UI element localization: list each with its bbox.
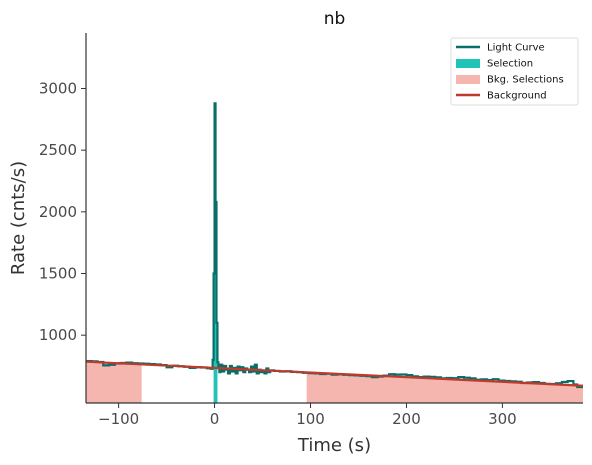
x-tick-label: 0 [210, 410, 220, 428]
y-axis-label: Rate (cnts/s) [8, 161, 29, 275]
legend-box [450, 37, 579, 106]
y-tick-label: 3000 [39, 80, 77, 98]
light-curve-line [86, 102, 583, 389]
x-axis-label: Time (s) [297, 435, 371, 456]
chart-title: nb [324, 9, 346, 29]
y-tick-label: 1500 [39, 265, 77, 283]
x-tick-label: 200 [392, 410, 421, 428]
y-tick-label: 2000 [39, 203, 77, 221]
legend-patch-swatch [456, 59, 480, 68]
y-tick-label: 2500 [39, 141, 77, 159]
legend-label: Light Curve [487, 43, 545, 54]
bkg-selection-region [86, 361, 142, 403]
y-tick-label: 1000 [39, 326, 77, 344]
legend-label: Background [487, 91, 547, 102]
legend-label: Selection [487, 59, 533, 70]
legend: Light Curve Selection Bkg. Selections Backg… [450, 37, 579, 106]
y-ticks: 1000 1500 2000 2500 3000 [39, 80, 86, 344]
legend-label: Bkg. Selections [487, 75, 564, 86]
legend-patch-swatch [456, 75, 480, 84]
x-tick-label: 300 [488, 410, 517, 428]
plot-area [86, 102, 583, 403]
x-tick-label: 100 [296, 410, 325, 428]
bkg-selection-region [306, 372, 583, 403]
x-tick-label: −100 [98, 410, 139, 428]
x-ticks: −100 0 100 200 300 [98, 403, 517, 428]
background-line [86, 360, 583, 387]
